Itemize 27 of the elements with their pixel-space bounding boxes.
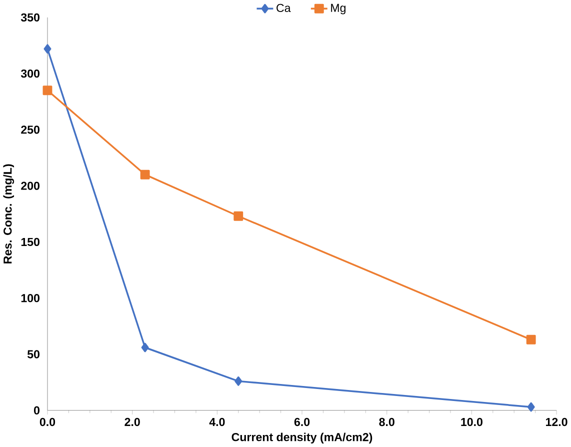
x-axis-title: Current density (mA/cm2)	[232, 432, 372, 444]
y-tick-label: 50	[27, 350, 40, 358]
point	[140, 170, 150, 180]
y-tick-label: 250	[21, 126, 40, 134]
point	[234, 376, 242, 386]
point	[526, 335, 536, 345]
y-axis-title: Res. Conc. (mg/L)	[3, 164, 14, 264]
y-tick-label: 200	[21, 182, 40, 190]
legend-label: Ca	[276, 4, 291, 12]
x-tick-label: 6.0	[294, 418, 310, 426]
x-tick-label: 0.0	[40, 418, 56, 426]
x-tick-label: 10.0	[461, 418, 482, 426]
x-tick-label: 8.0	[379, 418, 394, 426]
point	[141, 342, 149, 352]
y-tick-label: 100	[21, 294, 40, 302]
y-tick-label: 350	[20, 13, 40, 22]
y-tick-label: 0	[34, 406, 40, 415]
point	[527, 402, 535, 412]
point	[234, 212, 244, 222]
point	[42, 86, 52, 96]
point	[44, 44, 52, 54]
x-tick-label: 12.0	[546, 418, 568, 426]
x-tick-label: 2.0	[124, 418, 140, 426]
y-tick-label: 300	[20, 70, 40, 78]
legend-label: Mg	[331, 4, 346, 14]
x-tick-label: 4.0	[209, 418, 225, 426]
y-tick-label: 150	[21, 238, 40, 246]
